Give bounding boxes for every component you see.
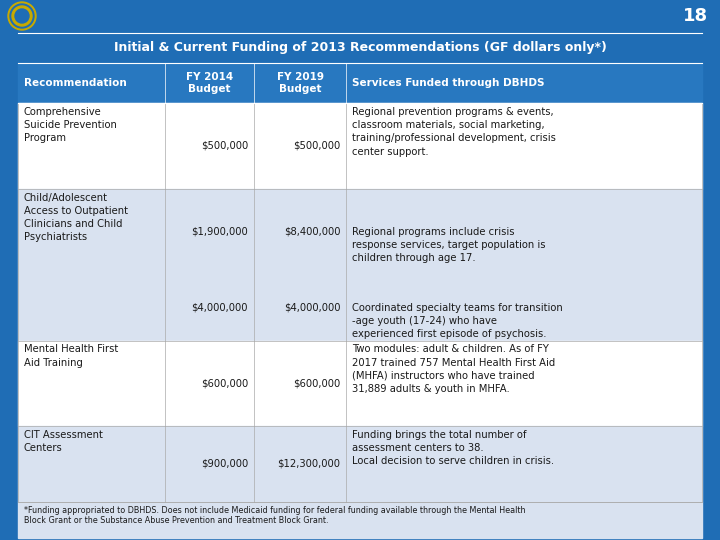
Text: $8,400,000: $8,400,000 <box>284 226 341 236</box>
Text: FY 2014
Budget: FY 2014 Budget <box>186 72 233 94</box>
Text: $500,000: $500,000 <box>293 141 341 151</box>
Text: Two modules: adult & children. As of FY
2017 trained 757 Mental Health First Aid: Two modules: adult & children. As of FY … <box>352 345 556 394</box>
Circle shape <box>12 6 32 26</box>
Bar <box>18 63 702 103</box>
Text: $600,000: $600,000 <box>293 378 341 388</box>
Text: Services Funded through DBHDS: Services Funded through DBHDS <box>352 78 545 88</box>
Circle shape <box>15 9 29 23</box>
Text: $600,000: $600,000 <box>201 378 248 388</box>
Text: $500,000: $500,000 <box>201 141 248 151</box>
Circle shape <box>10 4 34 28</box>
Text: 18: 18 <box>683 7 708 25</box>
Text: Regional programs include crisis
response services, target population is
childre: Regional programs include crisis respons… <box>352 227 546 264</box>
Text: $4,000,000: $4,000,000 <box>284 302 341 312</box>
Bar <box>18 341 702 426</box>
Text: Mental Health First
Aid Training: Mental Health First Aid Training <box>24 345 118 368</box>
Text: Child/Adolescent
Access to Outpatient
Clinicians and Child
Psychiatrists: Child/Adolescent Access to Outpatient Cl… <box>24 192 128 242</box>
Text: Comprehensive
Suicide Prevention
Program: Comprehensive Suicide Prevention Program <box>24 107 117 144</box>
Text: $12,300,000: $12,300,000 <box>277 459 341 469</box>
Circle shape <box>8 2 36 30</box>
Text: Recommendation: Recommendation <box>24 78 127 88</box>
Text: $900,000: $900,000 <box>201 459 248 469</box>
Bar <box>18 426 702 502</box>
Text: *Funding appropriated to DBHDS. Does not include Medicaid funding for federal fu: *Funding appropriated to DBHDS. Does not… <box>24 506 526 525</box>
Text: $4,000,000: $4,000,000 <box>192 302 248 312</box>
Text: Coordinated specialty teams for transition
-age youth (17-24) who have
experienc: Coordinated specialty teams for transiti… <box>352 303 563 340</box>
Bar <box>18 33 702 63</box>
Text: Regional prevention programs & events,
classroom materials, social marketing,
tr: Regional prevention programs & events, c… <box>352 107 556 157</box>
Text: Initial & Current Funding of 2013 Recommendations (GF dollars only*): Initial & Current Funding of 2013 Recomm… <box>114 42 606 55</box>
Text: $1,900,000: $1,900,000 <box>192 226 248 236</box>
Text: CIT Assessment
Centers: CIT Assessment Centers <box>24 430 103 453</box>
Text: Funding brings the total number of
assessment centers to 38.
Local decision to s: Funding brings the total number of asses… <box>352 430 554 467</box>
Bar <box>18 103 702 188</box>
Bar <box>18 502 702 538</box>
Text: FY 2019
Budget: FY 2019 Budget <box>276 72 324 94</box>
Bar <box>18 188 702 341</box>
